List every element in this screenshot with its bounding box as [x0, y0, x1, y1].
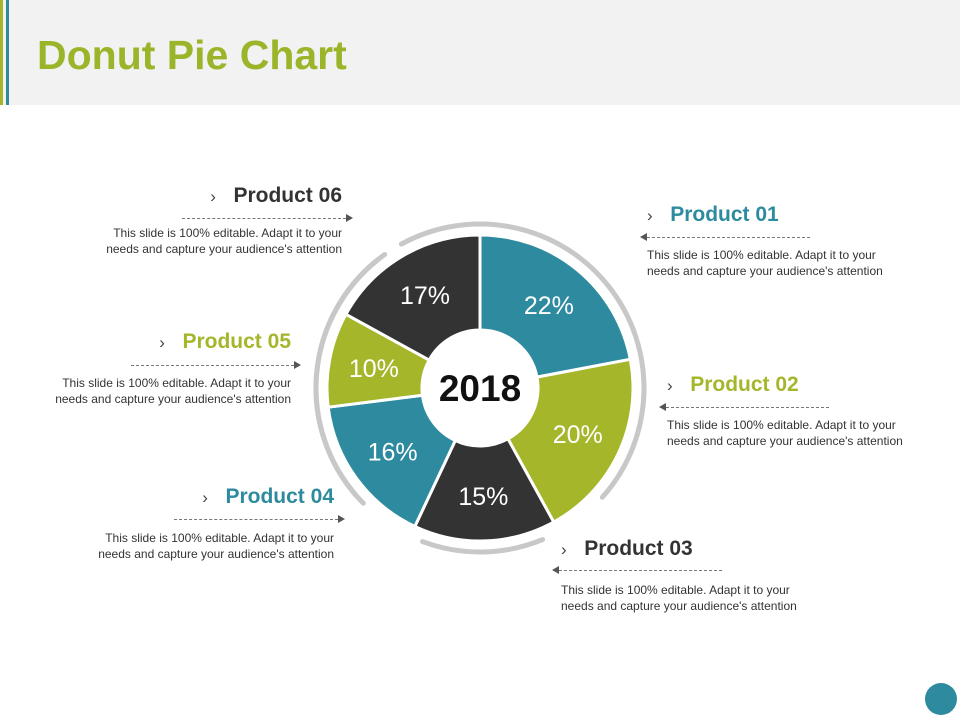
corner-dot	[925, 683, 957, 715]
slice-value-label: 16%	[368, 438, 418, 466]
product-06-connector	[182, 218, 346, 219]
chevron-right-icon: ›	[667, 376, 673, 395]
product-02-connector	[666, 407, 829, 408]
chevron-right-icon: ›	[561, 540, 567, 559]
slice-value-label: 20%	[553, 421, 603, 449]
product-01-heading: › Product 01	[647, 203, 892, 228]
product-04-description: This slide is 100% editable. Adapt it to…	[98, 531, 334, 561]
product-06-heading: › Product 06	[80, 184, 342, 209]
donut-slice-product-01	[478, 233, 632, 379]
donut-slice-product-02	[506, 357, 635, 524]
donut-slice-product-06	[344, 233, 482, 362]
product-02-callout: › Product 02 This slide is 100% editable…	[667, 373, 912, 449]
product-02-name: Product 02	[690, 373, 799, 396]
slice-value-label: 17%	[400, 282, 450, 310]
slice-value-label: 22%	[524, 292, 574, 320]
product-05-name: Product 05	[182, 330, 291, 353]
chevron-right-icon: ›	[647, 206, 653, 225]
outer-ring-arc	[419, 537, 546, 555]
product-06-name: Product 06	[233, 184, 342, 207]
slice-value-label: 10%	[349, 355, 399, 383]
product-06-description: This slide is 100% editable. Adapt it to…	[106, 226, 342, 256]
arrow-right-icon	[346, 214, 353, 222]
product-02-description: This slide is 100% editable. Adapt it to…	[667, 418, 903, 448]
arrow-left-icon	[552, 566, 559, 574]
product-03-heading: › Product 03	[561, 537, 806, 562]
product-06-callout: › Product 06 This slide is 100% editable…	[80, 184, 342, 257]
arrow-right-icon	[294, 361, 301, 369]
product-04-name: Product 04	[225, 485, 334, 508]
product-01-connector	[647, 237, 810, 238]
product-05-heading: › Product 05	[30, 330, 291, 355]
product-03-description: This slide is 100% editable. Adapt it to…	[561, 583, 797, 613]
arrow-left-icon	[640, 233, 647, 241]
center-year-label: 2018	[439, 368, 521, 409]
donut-slice-product-03	[413, 437, 556, 543]
product-04-heading: › Product 04	[73, 485, 334, 510]
chevron-right-icon: ›	[159, 333, 165, 352]
slice-value-label: 15%	[458, 483, 508, 511]
product-01-name: Product 01	[670, 203, 779, 226]
product-01-description: This slide is 100% editable. Adapt it to…	[647, 248, 883, 278]
accent-bar-green	[0, 0, 3, 105]
page-title: Donut Pie Chart	[37, 32, 347, 78]
product-05-callout: › Product 05 This slide is 100% editable…	[30, 330, 291, 407]
product-03-connector	[559, 570, 722, 571]
donut-slice-product-04	[326, 393, 457, 528]
chevron-right-icon: ›	[202, 488, 208, 507]
product-05-connector	[131, 365, 294, 366]
outer-ring-arc	[398, 221, 647, 500]
product-05-description: This slide is 100% editable. Adapt it to…	[55, 376, 291, 406]
product-01-callout: › Product 01 This slide is 100% editable…	[647, 203, 892, 279]
product-02-heading: › Product 02	[667, 373, 912, 398]
arrow-left-icon	[659, 403, 666, 411]
product-04-callout: › Product 04 This slide is 100% editable…	[73, 485, 334, 562]
arrow-right-icon	[338, 515, 345, 523]
chevron-right-icon: ›	[210, 187, 216, 206]
product-03-name: Product 03	[584, 537, 693, 560]
outer-ring-arc	[313, 258, 379, 498]
product-03-callout: › Product 03 This slide is 100% editable…	[561, 537, 806, 614]
accent-bar-teal	[6, 0, 9, 105]
product-04-connector	[174, 519, 338, 520]
title-bar: Donut Pie Chart	[0, 0, 960, 105]
